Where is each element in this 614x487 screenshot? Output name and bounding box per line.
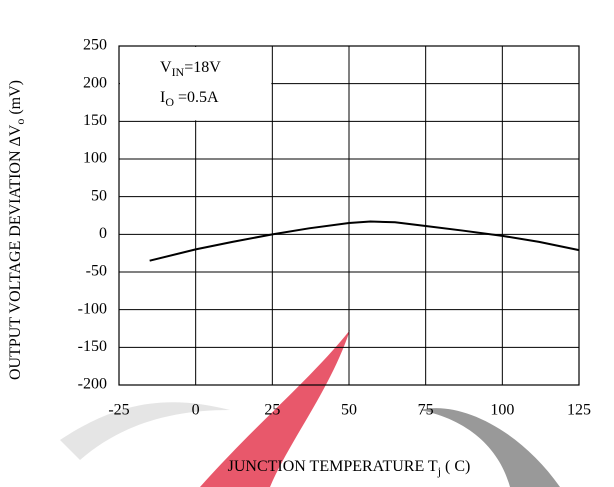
y-tick-label: -150 [78,338,107,355]
label: IO =0.5A [160,89,219,109]
label-part: I [160,89,165,106]
label-part: (mV) [7,80,24,119]
y-tick-label: -200 [78,376,107,393]
y-tick-label: 150 [83,112,107,129]
watermark [420,408,560,487]
label-part: JUNCTION TEMPERATURE T [228,458,438,475]
x-tick-label: 50 [341,402,357,419]
label: VIN=18V [160,59,221,79]
y-tick-label: -50 [86,263,107,280]
subscript: IN [172,65,185,79]
annotation-box [120,47,272,121]
label-part: V [160,59,172,76]
x-tick-label: 125 [567,402,591,419]
x-tick-label: 25 [264,402,280,419]
subscript: o [13,119,27,125]
label-part: =18V [184,59,221,76]
y-tick-label: 250 [83,37,107,54]
y-tick-label: -100 [78,300,107,317]
x-tick-label: -25 [108,402,129,419]
x-tick-label: 0 [192,402,200,419]
y-tick-label: 50 [91,187,107,204]
label-part: ( C) [441,458,470,475]
watermark [200,330,350,487]
label-part: OUTPUT VOLTAGE DEVIATION [7,146,24,380]
label: OUTPUT VOLTAGE DEVIATION ΔVo (mV) [7,80,27,380]
plot-frame [118,45,580,386]
y-tick-label: 0 [99,225,107,242]
label-part: ΔV [7,124,24,146]
y-tick-label: 200 [83,74,107,91]
x-tick-label: 75 [418,402,434,419]
subscript: j [437,464,441,478]
watermark [60,402,230,460]
label-part: =0.5A [174,89,219,106]
y-tick-label: 100 [83,150,107,167]
line [149,220,580,262]
x-tick-label: 100 [490,402,514,419]
subscript: O [165,95,174,109]
label: JUNCTION TEMPERATURE Tj ( C) [228,458,471,478]
